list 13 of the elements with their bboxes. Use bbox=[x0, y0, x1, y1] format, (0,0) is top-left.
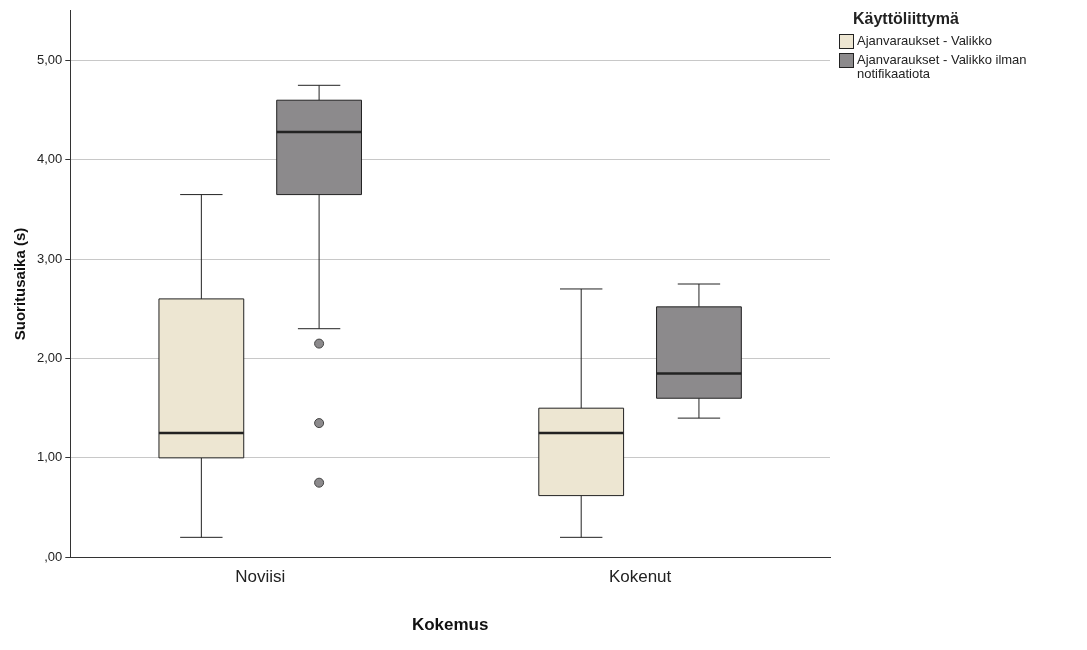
legend-title: Käyttöliittymä bbox=[853, 10, 960, 28]
y-tick-label: 1,00 bbox=[36, 449, 63, 465]
x-axis-title: Kokemus bbox=[411, 615, 489, 635]
y-tick-label: 4,00 bbox=[36, 151, 63, 167]
x-tick-label: Noviisi bbox=[235, 567, 286, 587]
y-tick-label: 3,00 bbox=[36, 250, 63, 266]
y-axis-title: Suoritusaika (s) bbox=[11, 227, 29, 341]
legend-label: Ajanvaraukset - Valikko bbox=[857, 33, 992, 48]
y-tick-label: ,00 bbox=[44, 548, 63, 564]
x-tick-label: Kokenut bbox=[608, 567, 672, 587]
y-tick-label: 5,00 bbox=[36, 52, 63, 68]
legend-label: Ajanvaraukset - Valikko ilman notifikaatiota bbox=[857, 52, 1028, 81]
y-tick-label: 2,00 bbox=[36, 350, 63, 366]
